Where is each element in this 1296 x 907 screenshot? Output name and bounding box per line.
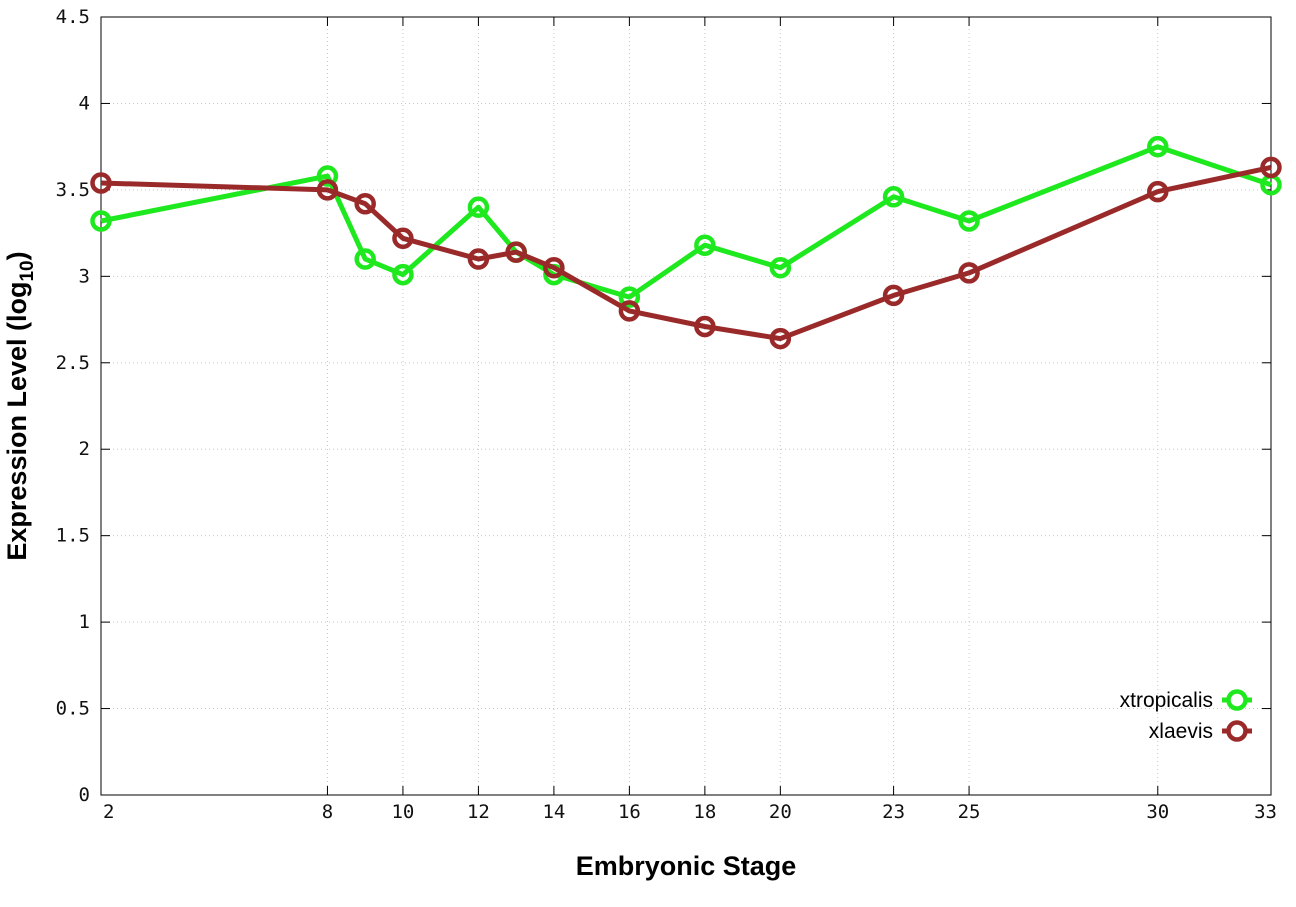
data-point bbox=[1147, 180, 1169, 203]
data-point bbox=[543, 256, 565, 279]
y-tick-label: 4.5 bbox=[56, 6, 90, 28]
x-tick-label: 2 bbox=[103, 801, 114, 823]
legend-marker bbox=[1226, 720, 1248, 742]
x-axis-title: Embryonic Stage bbox=[576, 851, 797, 881]
x-tick-label: 12 bbox=[467, 801, 490, 823]
x-tick-label: 14 bbox=[542, 801, 565, 823]
data-point bbox=[1260, 156, 1282, 179]
x-tick-label: 30 bbox=[1146, 801, 1169, 823]
legend: xtropicalis xlaevis bbox=[1120, 689, 1252, 743]
y-axis-title-main: Expression Level (log bbox=[2, 282, 32, 561]
data-point bbox=[392, 263, 414, 286]
legend-marker bbox=[1226, 689, 1248, 711]
legend-item-xtropicalis: xtropicalis bbox=[1120, 689, 1252, 712]
series-layer bbox=[90, 135, 1282, 350]
y-axis-title: Expression Level (log10) bbox=[2, 251, 38, 560]
data-point bbox=[467, 196, 490, 218]
series-line-xlaevis bbox=[100, 164, 1272, 342]
y-tick-label: 2.5 bbox=[56, 352, 90, 374]
legend-label: xlaevis bbox=[1149, 720, 1213, 743]
data-point bbox=[90, 172, 112, 194]
data-point bbox=[618, 286, 641, 308]
x-tick-label: 20 bbox=[769, 801, 792, 823]
x-tick-label: 25 bbox=[958, 801, 981, 823]
x-tick-label: 8 bbox=[322, 801, 333, 823]
data-point bbox=[882, 186, 905, 208]
data-point bbox=[1147, 135, 1169, 158]
y-tick-label: 1 bbox=[79, 611, 90, 633]
data-point bbox=[354, 248, 376, 270]
plot-frame bbox=[100, 16, 1272, 796]
y-tick-label: 4 bbox=[79, 92, 90, 114]
data-point bbox=[769, 327, 792, 350]
y-axis-title-end: ) bbox=[2, 251, 32, 260]
series-xlaevis bbox=[90, 156, 1282, 350]
data-point bbox=[1260, 173, 1282, 196]
y-axis-title-subscript: 10 bbox=[17, 260, 38, 281]
x-axis-ticks: 2 8 10 12 14 16 18 20 23 25 30 33 bbox=[100, 17, 1277, 823]
y-tick-label: 0 bbox=[79, 784, 90, 806]
data-point bbox=[958, 262, 980, 284]
data-point bbox=[354, 192, 376, 215]
data-point bbox=[694, 315, 716, 338]
y-tick-label: 3.5 bbox=[56, 179, 90, 201]
data-point bbox=[392, 227, 414, 250]
data-point bbox=[618, 300, 641, 322]
grid-lines bbox=[101, 17, 1271, 795]
x-tick-label: 16 bbox=[618, 801, 641, 823]
data-point bbox=[316, 179, 339, 201]
data-point bbox=[467, 248, 490, 270]
x-tick-label: 33 bbox=[1254, 801, 1277, 823]
y-tick-label: 2 bbox=[79, 438, 90, 460]
y-tick-label: 3 bbox=[79, 265, 90, 287]
series-line-xtropicalis bbox=[100, 144, 1272, 300]
data-point bbox=[505, 241, 527, 263]
y-axis-ticks: 0 0.5 1 1.5 2 2.5 3 3.5 4 4.5 bbox=[56, 6, 1271, 806]
x-tick-label: 18 bbox=[693, 801, 716, 823]
x-tick-label: 23 bbox=[882, 801, 905, 823]
x-tick-label: 10 bbox=[391, 801, 414, 823]
data-point bbox=[958, 210, 980, 232]
data-point bbox=[882, 284, 905, 307]
data-point bbox=[90, 210, 112, 232]
y-tick-label: 0.5 bbox=[56, 698, 90, 720]
legend-label: xtropicalis bbox=[1120, 689, 1213, 712]
legend-item-xlaevis: xlaevis bbox=[1149, 720, 1252, 743]
data-point bbox=[769, 256, 792, 279]
series-xtropicalis bbox=[90, 135, 1282, 308]
data-point bbox=[316, 165, 339, 187]
data-point bbox=[694, 234, 716, 256]
y-tick-label: 1.5 bbox=[56, 525, 90, 547]
